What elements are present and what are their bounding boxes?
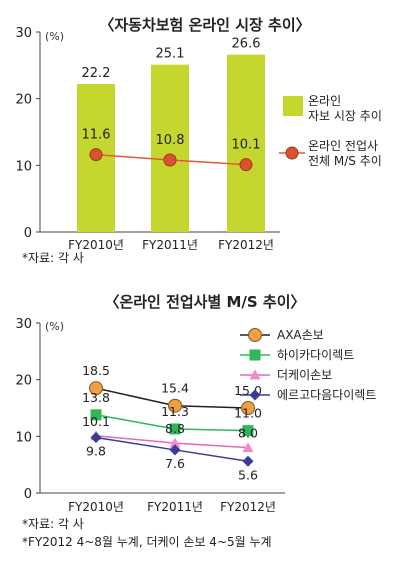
chart-1-bar-label: 22.2 <box>82 66 111 81</box>
chart-2-point-label: 5.6 <box>238 467 258 482</box>
chart-1-x-tick-label: FY2012년 <box>218 238 274 252</box>
chart-2-x-tick-label: FY2011년 <box>147 500 203 514</box>
chart-2-point <box>90 431 102 443</box>
chart-2-x-tick-labels: FY2010년 FY2011년 FY2012년 <box>68 500 276 514</box>
chart-2-title: 〈온라인 전업사별 M/S 추이〉 <box>104 293 305 311</box>
chart-2-point <box>90 409 102 421</box>
chart-2-legend-marker <box>249 369 261 380</box>
chart-1-x-tick-label: FY2011년 <box>142 238 198 252</box>
chart-2-point-label: 10.1 <box>82 414 110 429</box>
chart-1-y-tick-label: 10 <box>15 159 32 174</box>
chart-2-legend-label: 에르고다음다이렉트 <box>277 388 376 402</box>
chart-1-source: *자료: 각 사 <box>22 251 84 265</box>
chart-1-line-series: 11.6 10.8 10.1 <box>82 128 261 172</box>
chart-2-source: *자료: 각 사 <box>22 517 84 531</box>
chart-1-y-unit: (%) <box>45 30 64 43</box>
chart-2-series: 18.515.4 15.013.811.3 11.010.1 8.8 8.09.87.6… <box>82 363 262 482</box>
chart-1-legend-label: 온라인 <box>308 94 341 108</box>
chart-1-point-label: 10.8 <box>156 133 185 148</box>
chart-2-y-tick-label: 20 <box>15 374 32 389</box>
chart-2-point-label: 18.5 <box>82 363 110 378</box>
chart-2-y-unit: (%) <box>45 320 64 333</box>
chart-1-legend-marker <box>285 146 299 160</box>
chart-2-point <box>169 444 181 456</box>
chart-1-legend-label: 전체 M/S 추이 <box>308 154 382 168</box>
chart-2-point <box>242 425 254 437</box>
chart-1-y-tick-label: 0 <box>24 226 32 241</box>
chart-1-bar-label: 25.1 <box>156 47 185 62</box>
chart-2-point-label: 11.3 <box>161 404 189 419</box>
chart-2-point-label: 8.0 <box>238 426 258 441</box>
chart-2-y-tick-label: 30 <box>15 317 32 332</box>
chart-1-legend-swatch-bar <box>283 96 303 116</box>
chart-2-point-label: 9.8 <box>86 443 106 458</box>
chart-2-point <box>241 401 255 415</box>
chart-1-bar-label: 26.6 <box>232 37 261 52</box>
chart-2-point-label: 13.8 <box>82 390 110 405</box>
chart-2-x-tick-label: FY2010년 <box>68 500 124 514</box>
chart-1-point <box>163 153 177 167</box>
chart-2-x-tick-label: FY2012년 <box>220 500 276 514</box>
chart-2-note: *FY2012 4~8월 누계, 더케이 손보 4~5월 누계 <box>22 535 272 549</box>
chart-1-y-ticks: 0 10 20 30 <box>15 26 40 241</box>
chart-2-y-ticks: 0 10 20 30 <box>15 317 40 502</box>
chart-1-bar <box>151 64 189 233</box>
chart-2-legend-label: AXA손보 <box>277 328 324 342</box>
chart-2-legend-label: 더케이손보 <box>277 368 332 382</box>
chart-1-y-tick-label: 20 <box>15 93 32 108</box>
chart-2-legend-marker <box>249 389 261 401</box>
chart-1-bar <box>227 54 265 232</box>
chart-1-point-label: 11.6 <box>82 128 111 143</box>
chart-1-bars: 22.2 25.1 26.6 <box>77 37 265 233</box>
chart-2-point-label: 11.0 <box>234 406 262 421</box>
chart-1-y-tick-label: 30 <box>15 26 32 41</box>
chart-2-legend-marker <box>249 349 261 361</box>
chart-1-title: 〈자동차보험 온라인 시장 추이〉 <box>99 16 310 34</box>
chart-1-x-tick-label: FY2010년 <box>68 238 124 252</box>
chart-2-point <box>242 455 254 467</box>
chart-1-x-tick-labels: FY2010년 FY2011년 FY2012년 <box>68 238 274 252</box>
chart-2-point <box>242 442 254 453</box>
chart-1-point <box>239 158 253 172</box>
chart-2-point <box>169 423 181 435</box>
chart-2-point <box>89 381 103 396</box>
chart-2-point-label: 7.6 <box>165 456 185 471</box>
chart-2-point <box>168 398 182 413</box>
chart-1-point <box>89 148 103 162</box>
chart-2-y-tick-label: 10 <box>15 430 32 445</box>
chart-1-point-label: 10.1 <box>232 138 261 153</box>
chart-2-point-label: 15.4 <box>161 381 189 396</box>
chart-2-legend-marker <box>248 328 262 342</box>
chart-1: 〈자동차보험 온라인 시장 추이〉 (%) 0 10 20 30 22.2 25.1 26… <box>15 16 381 265</box>
chart-2-y-tick-label: 0 <box>24 487 32 502</box>
chart-1-legend-label: 자보 시장 추이 <box>308 109 382 123</box>
chart-2-point <box>169 437 181 448</box>
chart-2-legend-label: 하이카다이렉트 <box>277 348 354 362</box>
chart-1-legend-label: 온라인 전업사 <box>308 139 378 153</box>
chart-2-point-label: 8.8 <box>165 421 185 436</box>
